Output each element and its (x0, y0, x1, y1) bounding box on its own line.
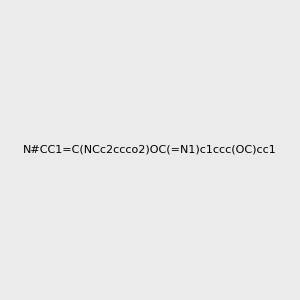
Text: N#CC1=C(NCc2ccco2)OC(=N1)c1ccc(OC)cc1: N#CC1=C(NCc2ccco2)OC(=N1)c1ccc(OC)cc1 (23, 145, 277, 155)
